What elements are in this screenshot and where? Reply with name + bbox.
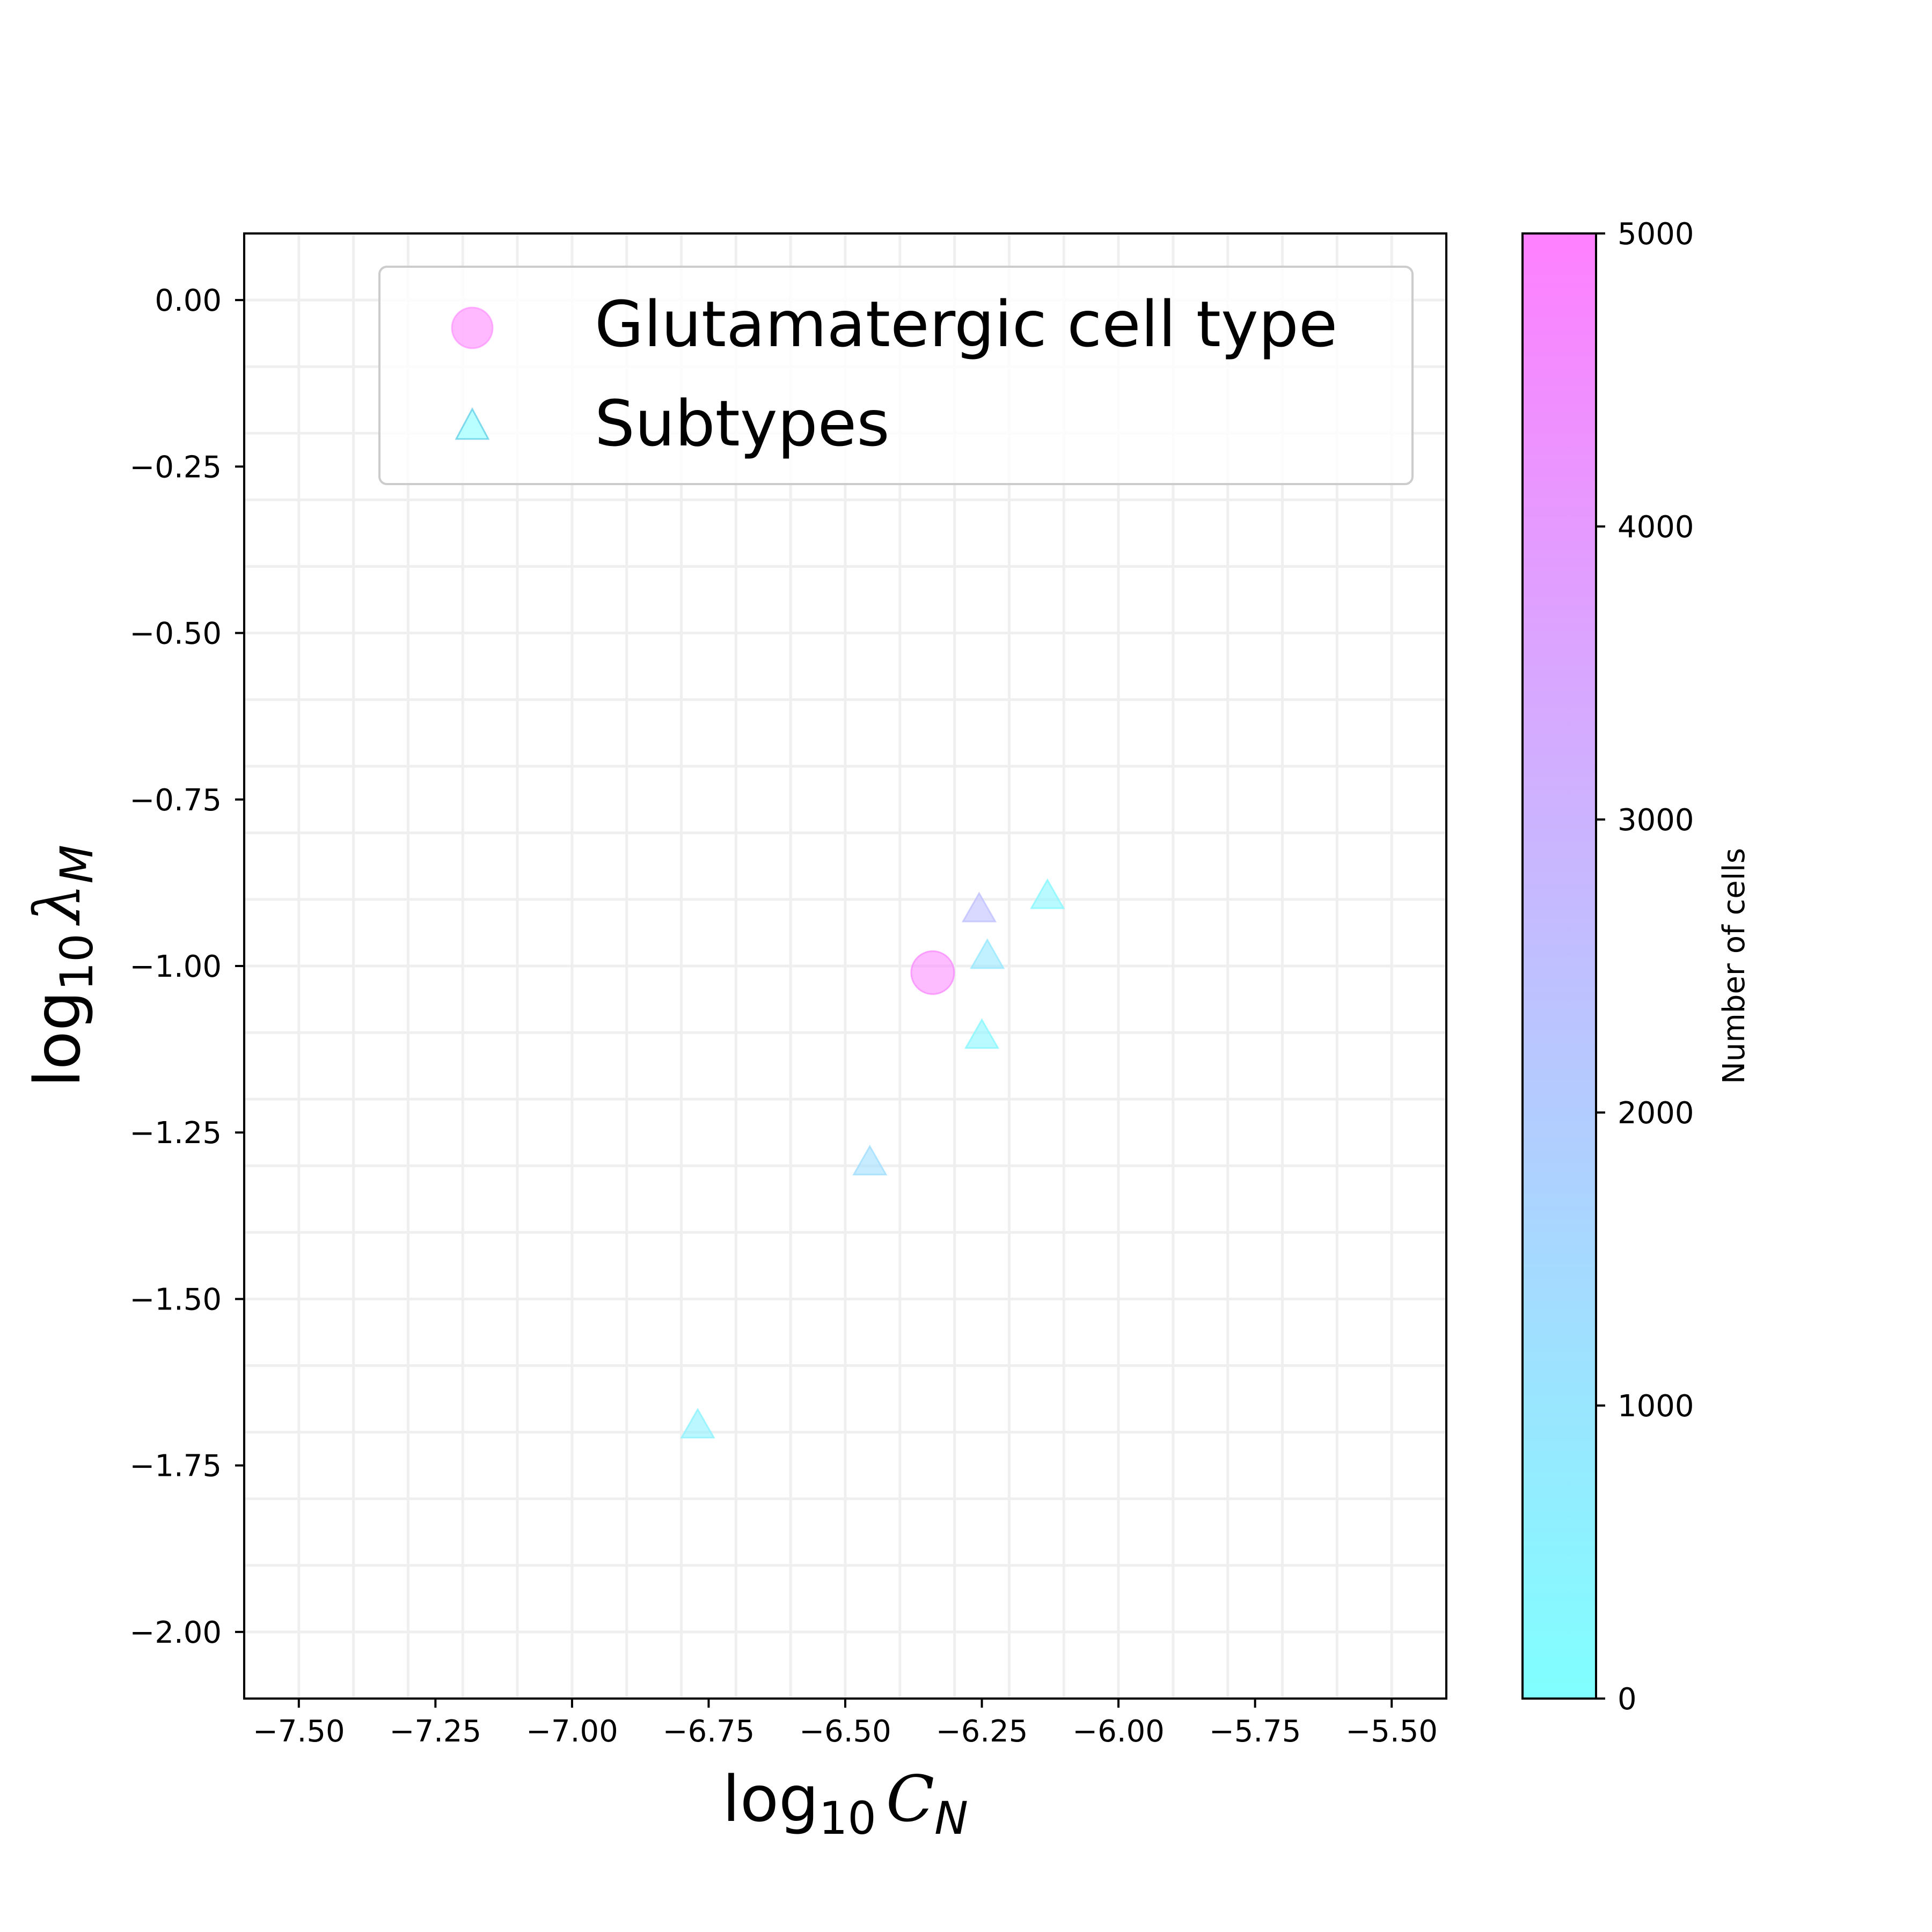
subtype-point	[961, 891, 997, 923]
x-tick-label: −5.75	[1209, 1714, 1301, 1749]
legend-box	[378, 266, 1414, 485]
legend-label-subtypes: Subtypes	[595, 386, 890, 460]
colorbar-ticks: 0 1000 2000 3000 4000 5000	[1596, 217, 1694, 1717]
y-tick-label: 0.00	[155, 283, 222, 318]
x-tick-label: −6.75	[663, 1714, 755, 1749]
subtype-point	[964, 1018, 1000, 1049]
legend: Glutamatergic cell type Subtypes	[378, 266, 1414, 485]
x-tick-label: −7.50	[253, 1714, 345, 1749]
data-points	[680, 878, 1065, 1439]
subtype-point	[852, 1145, 888, 1176]
glutamatergic-point	[910, 950, 955, 995]
x-tick-label: −6.25	[936, 1714, 1028, 1749]
legend-label-glutamatergic: Glutamatergic cell type	[595, 287, 1337, 361]
y-tick-label: −1.75	[129, 1449, 222, 1484]
y-tick-label: −1.50	[129, 1282, 222, 1317]
y-axis-label: log10λM	[20, 845, 103, 1087]
colorbar-tick-label: 4000	[1618, 510, 1694, 545]
y-tick-label: −0.75	[129, 783, 222, 818]
x-tick-label: −7.25	[390, 1714, 482, 1749]
legend-triangle-marker	[455, 407, 490, 440]
subtype-point	[970, 938, 1005, 969]
x-tick-label: −5.50	[1345, 1714, 1438, 1749]
colorbar-tick-label: 3000	[1618, 803, 1694, 838]
x-axis-label: log10 CN	[722, 1762, 968, 1845]
y-tick-label: −0.50	[129, 617, 222, 652]
y-tick-label: −1.25	[129, 1116, 222, 1151]
x-axis: −7.50 −7.25 −7.00 −6.75 −6.50 −6.25 −6.00 −5.75…	[253, 1699, 1438, 1749]
x-tick-label: −7.00	[526, 1714, 618, 1749]
y-tick-label: −0.25	[129, 450, 222, 485]
legend-circle-marker	[451, 306, 494, 349]
subtype-point	[1030, 878, 1065, 909]
y-tick-label: −1.00	[129, 949, 222, 984]
x-tick-label: −6.50	[799, 1714, 891, 1749]
x-tick-label: −6.00	[1072, 1714, 1165, 1749]
y-tick-label: −2.00	[129, 1615, 222, 1650]
subtype-point	[680, 1408, 715, 1439]
colorbar-gradient	[1521, 232, 1597, 1700]
colorbar-tick-label: 1000	[1618, 1389, 1694, 1424]
colorbar-tick-label: 2000	[1618, 1096, 1694, 1131]
colorbar: 0 1000 2000 3000 4000 5000 Number of cells	[1521, 217, 1752, 1717]
colorbar-tick-label: 5000	[1618, 217, 1694, 252]
colorbar-tick-label: 0	[1618, 1682, 1637, 1717]
plot-frame	[243, 232, 1447, 1700]
y-axis: 0.00 −0.25 −0.50 −0.75 −1.00 −1.25 −1.50 −1.75 −…	[129, 283, 244, 1650]
colorbar-label: Number of cells	[1717, 848, 1752, 1084]
